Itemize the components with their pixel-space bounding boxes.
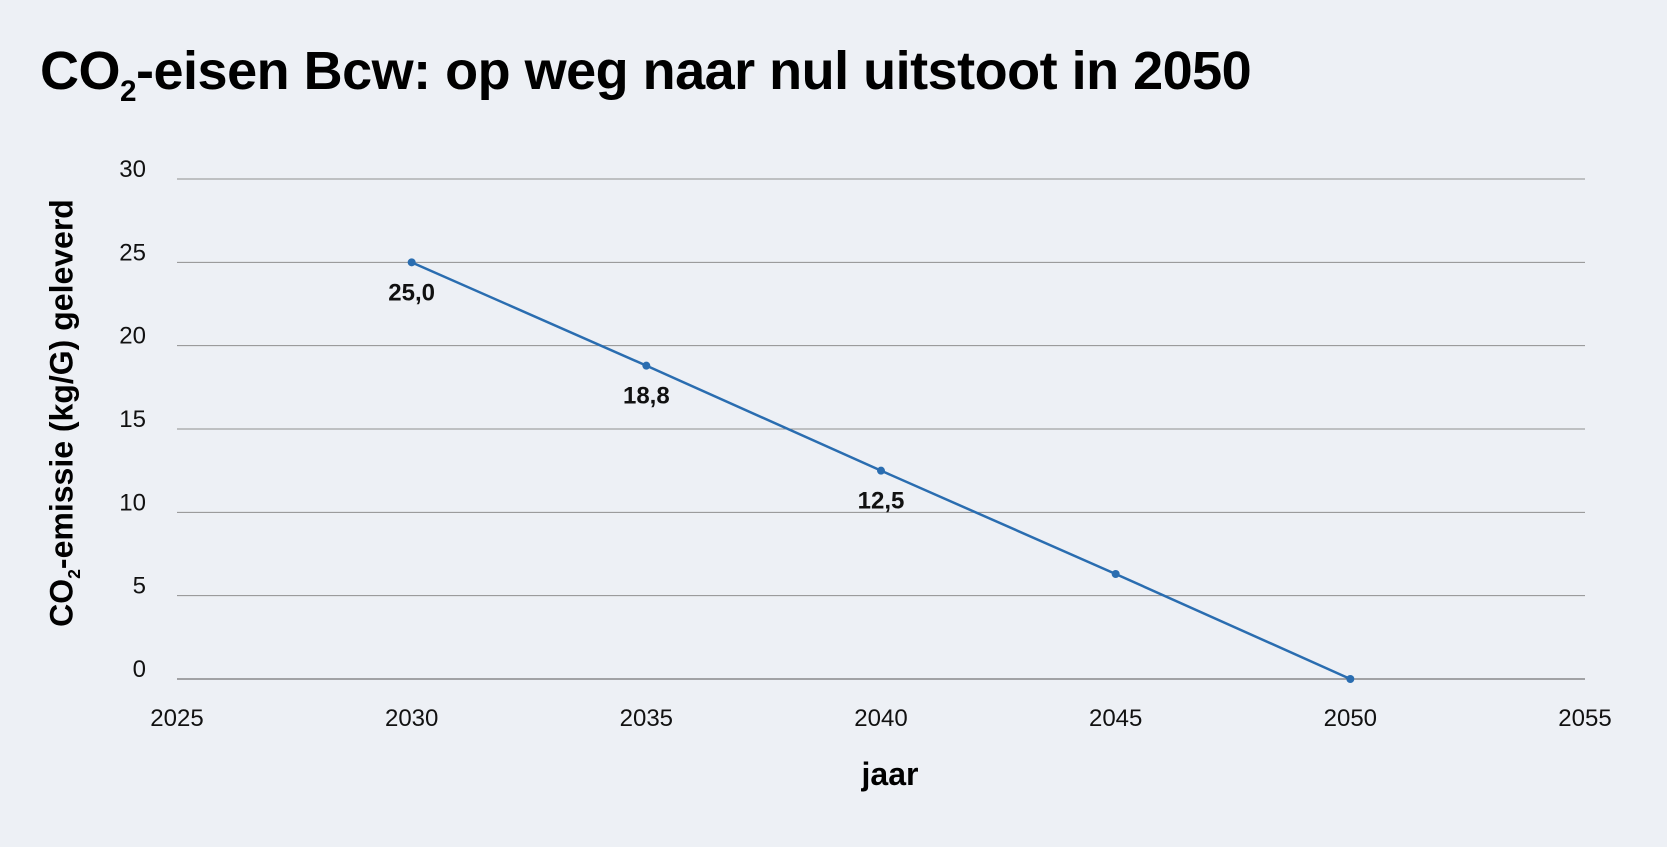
x-tick-label-2045: 2045: [1089, 705, 1142, 732]
x-tick-label-2040: 2040: [854, 705, 907, 732]
x-tick-label-2025: 2025: [150, 705, 203, 732]
data-label-2030: 25,0: [388, 279, 435, 306]
x-tick-label-2050: 2050: [1324, 705, 1377, 732]
y-tick-label-30: 30: [119, 156, 146, 183]
data-point-2030: [407, 258, 416, 267]
data-point-2050: [1346, 675, 1355, 683]
data-point-2040: [877, 466, 885, 475]
y-tick-label-20: 20: [119, 323, 146, 350]
y-tick-label-10: 10: [119, 489, 146, 516]
data-point-2035: [642, 361, 651, 370]
data-label-2040: 12,5: [858, 488, 905, 515]
x-tick-label-2035: 2035: [620, 705, 673, 732]
x-tick-label-2030: 2030: [385, 705, 438, 732]
chart-title: CO2-eisen Bcw: op weg naar nul uitstoot …: [40, 41, 1252, 108]
x-axis-label: jaar: [861, 756, 919, 792]
data-label-2035: 18,8: [623, 383, 670, 410]
y-tick-label-15: 15: [119, 406, 146, 433]
x-tick-label-2055: 2055: [1558, 705, 1611, 732]
y-tick-label-5: 5: [133, 573, 146, 600]
y-tick-label-0: 0: [133, 656, 146, 683]
y-axis-label: CO2-emissie (kg/G) geleverd: [43, 199, 84, 627]
data-point-2045: [1111, 570, 1120, 578]
y-tick-label-25: 25: [119, 239, 146, 266]
